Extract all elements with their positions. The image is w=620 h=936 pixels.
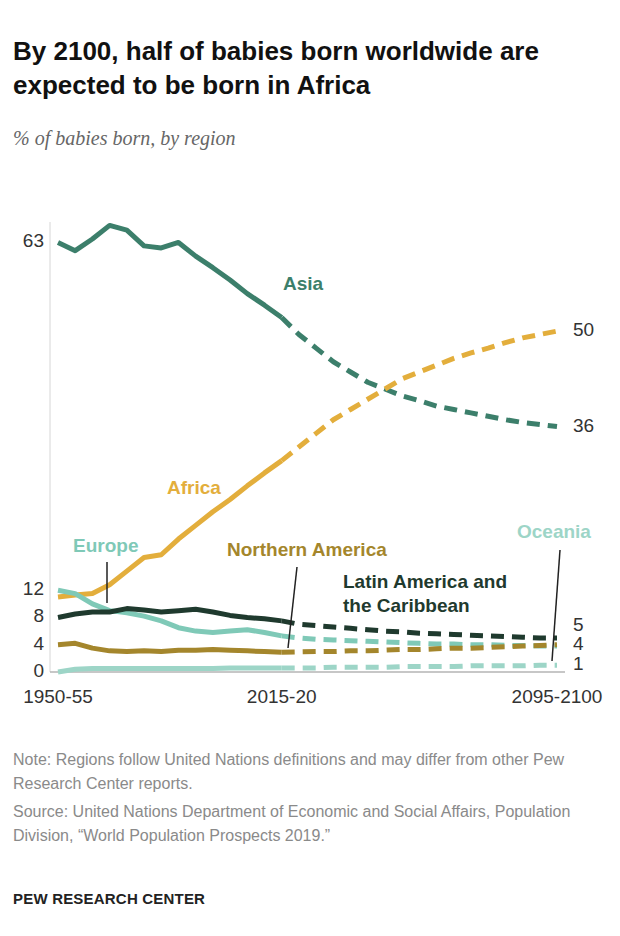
series-line <box>282 331 557 461</box>
plot-lines <box>58 225 557 672</box>
x-tick-label: 1950-55 <box>23 686 93 707</box>
series-label-line: Oceania <box>517 521 591 542</box>
leader-line <box>106 562 108 603</box>
series-label-line: the Caribbean <box>343 595 470 616</box>
data-label: 4 <box>573 633 584 654</box>
series-label: Africa <box>167 477 221 498</box>
note: Note: Regions follow United Nations defi… <box>13 748 603 796</box>
series-label-line: Northern America <box>227 539 387 560</box>
series-line <box>58 461 282 597</box>
series-label-line: Asia <box>283 273 324 294</box>
data-label: 0 <box>33 660 44 681</box>
source: Source: United Nations Department of Eco… <box>13 800 603 848</box>
series-line <box>282 621 557 638</box>
series-label: Europe <box>73 535 138 556</box>
series-label-line: Africa <box>167 477 221 498</box>
title: By 2100, half of babies born worldwide a… <box>13 34 613 102</box>
series-line <box>58 668 282 672</box>
series-label: Oceania <box>517 521 591 542</box>
series-line <box>282 665 557 668</box>
x-tick-label: 2015-20 <box>247 686 317 707</box>
data-label: 4 <box>33 633 44 654</box>
series-line <box>58 609 282 621</box>
data-label: 1 <box>573 653 584 674</box>
subtitle: % of babies born, by region <box>13 127 236 150</box>
x-tick-label: 2095-2100 <box>512 686 603 707</box>
series-line <box>282 317 557 426</box>
series-label: Asia <box>283 273 324 294</box>
data-label: 50 <box>573 319 594 340</box>
leader-line <box>552 550 560 661</box>
data-label: 8 <box>33 605 44 626</box>
page: {"chart_data": { "type": "line", "title"… <box>0 0 620 936</box>
series-label: Latin America and the Caribbean <box>343 571 507 616</box>
credit: PEW RESEARCH CENTER <box>13 890 205 907</box>
series-label-line: Latin America and <box>343 571 507 592</box>
series-label: Northern America <box>227 539 387 560</box>
series-line <box>58 590 282 636</box>
data-label: 12 <box>23 578 44 599</box>
series-line <box>58 225 282 317</box>
leader-line <box>288 567 297 648</box>
series-label-line: Europe <box>73 535 138 556</box>
y-axis-line <box>50 222 51 672</box>
data-label: 63 <box>23 230 44 251</box>
grid-line <box>50 671 565 673</box>
series-line <box>58 643 282 652</box>
data-label: 5 <box>573 614 584 635</box>
data-label: 36 <box>573 415 594 436</box>
chart: 1950-552015-202095-210004812631453650Asi… <box>0 0 620 936</box>
series-line <box>282 645 557 653</box>
